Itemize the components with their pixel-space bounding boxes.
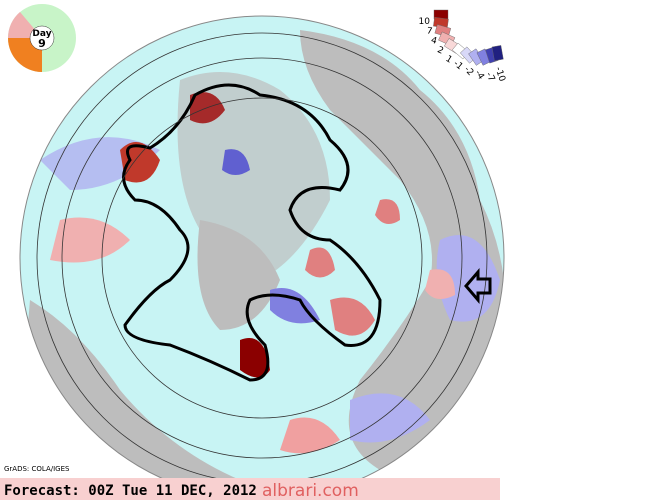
colorbar-label: 1 <box>444 54 454 66</box>
colorbar-label: -10 <box>493 66 507 83</box>
colorbar-label: -7 <box>483 71 496 83</box>
colorbar-label: 7 <box>426 26 433 37</box>
arrow <box>464 267 492 305</box>
dial-label: Day <box>32 29 51 39</box>
footer-bar <box>0 478 500 500</box>
dial-value: 9 <box>38 37 46 50</box>
colorbar-label: 10 <box>419 17 431 27</box>
watermark: albrari.com <box>262 481 359 500</box>
day-dial: Day 9 <box>7 4 76 72</box>
credit: GrADS: COLA/IGES <box>4 465 70 473</box>
globe-edge <box>19 15 505 500</box>
forecast-time: Forecast: 00Z Tue 11 DEC, 2012 <box>4 483 257 499</box>
colorbar-label: 2 <box>436 45 445 56</box>
colorbar-label: 4 <box>430 36 439 47</box>
colorbar-swatch <box>491 45 504 61</box>
hemisphere <box>20 16 504 500</box>
